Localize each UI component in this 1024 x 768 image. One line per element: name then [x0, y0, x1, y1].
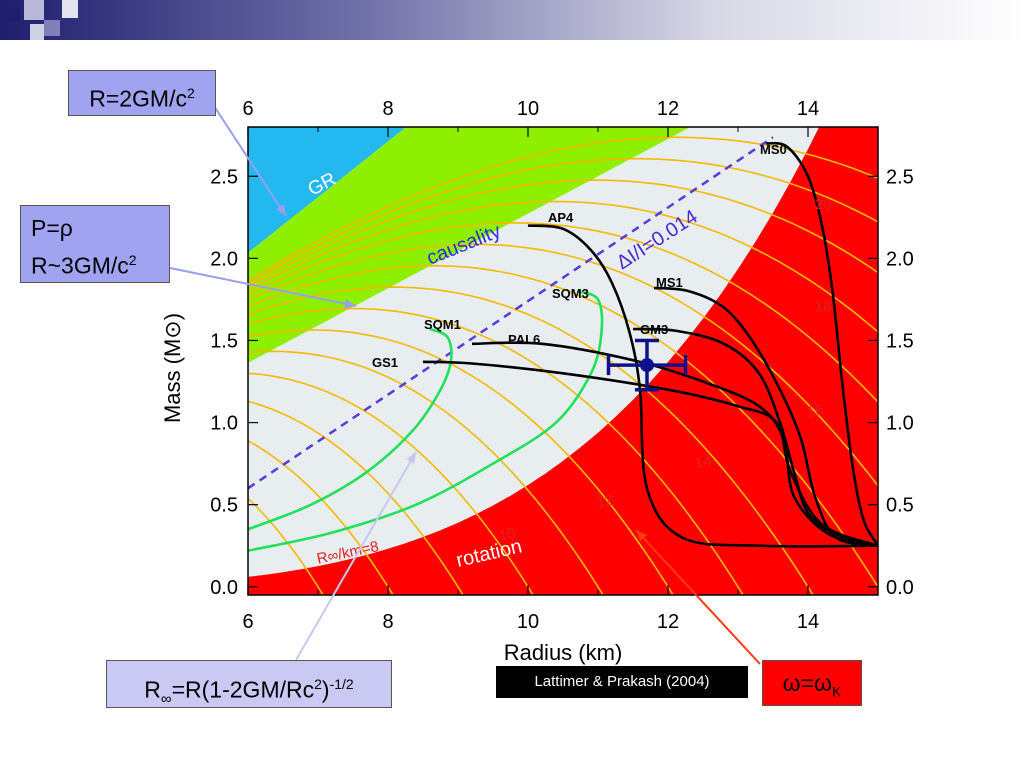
iso-radius-curve [248, 439, 395, 595]
eos-label-gm3: GM3 [640, 322, 668, 337]
decor-square-dark [6, 8, 20, 22]
decor-square-light [24, 0, 44, 20]
causality-callout-arrow [169, 267, 357, 307]
y-tick-label-left: 0.5 [210, 495, 238, 517]
causality-line2-wrap: R~3GM/c2 [31, 244, 169, 282]
title-bar-gradient [0, 0, 1024, 40]
iso-radius-label: 18 [815, 298, 832, 315]
strange-star-curve-sqm3 [248, 289, 604, 552]
iso-radius-curve [248, 222, 878, 404]
iso-radius-curve [248, 136, 878, 282]
iso-radius-label: 12 [595, 492, 615, 512]
gr-limit-sup: 2 [186, 85, 195, 101]
iso-radius-curve [248, 243, 878, 488]
decor-square-mid [44, 20, 60, 36]
moment-of-inertia-line [248, 136, 774, 490]
rotation-callout-arrow [635, 529, 761, 665]
y-tick-label-right: 2.0 [886, 248, 914, 270]
iso-radius-curve [248, 497, 324, 595]
iso-radius-curve [248, 400, 465, 595]
eos-label-sqm1: SQM1 [424, 317, 461, 332]
citation-credit: Lattimer & Prakash (2004) [496, 666, 748, 698]
eos-curve-gm3 [632, 327, 878, 547]
eos-label-ms1: MS1 [656, 275, 683, 290]
redshift-mid: =R(1-2GM/Rc [171, 676, 315, 703]
iso-radius-label: 14 [693, 452, 713, 472]
causality-line2: R~3GM/c [31, 252, 129, 279]
decor-square-white [62, 0, 78, 18]
x-tick-label-top: 10 [517, 98, 539, 120]
redshift-close: ) [321, 676, 330, 703]
iso-radius-curve [248, 286, 815, 595]
gr-limit-callout: R=2GM/c2 [68, 70, 216, 116]
rotation-callout: ω=ωK [762, 660, 862, 706]
x-tick-label-bottom: 14 [797, 611, 819, 633]
eos-curve-pal6 [471, 341, 878, 547]
gr-callout-arrow [213, 105, 287, 217]
iso-radius-curve [248, 372, 535, 595]
x-tick-label-bottom: 10 [517, 611, 539, 633]
gr-region [248, 127, 407, 253]
y-tick-label-right: 0.5 [886, 495, 914, 517]
strange-star-curve-sqm1 [248, 327, 453, 531]
iso-radius-curve [248, 157, 878, 285]
y-tick-label-right: 1.0 [886, 413, 914, 435]
x-tick-label-bottom: 12 [657, 611, 679, 633]
redshift-sub: ∞ [160, 690, 172, 708]
eos-curve-gs1 [422, 360, 878, 547]
eos-curve-ms0 [765, 141, 878, 547]
y-tick-label-right: 0.0 [886, 577, 914, 599]
x-tick-label-top: 14 [797, 98, 819, 120]
causality-callout-arrow-head [344, 299, 356, 309]
iso-radius-curve [248, 200, 878, 333]
x-tick-label-top: 12 [657, 98, 679, 120]
rotation-region [248, 127, 878, 595]
eos-label-gs1: GS1 [372, 355, 398, 370]
redshift-sup2: -1/2 [329, 676, 354, 692]
y-tick-label-left: 1.0 [210, 413, 238, 435]
y-axis-label: Mass (M⊙) [160, 313, 185, 423]
x-tick-label-top: 6 [242, 98, 253, 120]
y-tick-label-left: 0.0 [210, 577, 238, 599]
gr-limit-text: R=2GM/c [89, 85, 187, 112]
y-tick-label-left: 1.5 [210, 330, 238, 352]
iso-radius-label: 20 [815, 196, 832, 213]
iso-radius-curve [248, 307, 745, 595]
rotation-sub: K [832, 683, 842, 700]
y-tick-label-right: 1.5 [886, 330, 914, 352]
redshift-callout-arrow-head [406, 452, 416, 464]
y-tick-label-left: 2.5 [210, 166, 238, 188]
measurement-point [640, 358, 654, 373]
gr-callout-arrow-head [276, 204, 286, 216]
iso-radius-curve [248, 350, 605, 595]
causality-callout: P=ρ R~3GM/c2 [20, 205, 170, 283]
eos-label-ms0: MS0 [760, 142, 787, 157]
x-tick-label-bottom: 6 [242, 611, 253, 633]
iso-radius-curve [248, 179, 878, 288]
causality-sup: 2 [128, 252, 137, 268]
rotation-prefix: ω=ω [782, 670, 832, 696]
causality-region [248, 127, 691, 363]
rotation-callout-arrow-head [636, 530, 647, 542]
x-tick-label-bottom: 8 [382, 611, 393, 633]
x-axis-label: Radius (km) [504, 640, 623, 665]
redshift-sup1: 2 [314, 676, 322, 692]
decor-square-pale [30, 24, 44, 40]
redshift-callout-arrow [295, 451, 417, 661]
eos-label-pal6: PAL6 [508, 332, 540, 347]
iso-radius-label: 10 [497, 525, 517, 545]
eos-label-ap4: AP4 [548, 210, 574, 225]
iso-radius-label: 16 [805, 401, 825, 421]
causality-line1: P=ρ [31, 215, 73, 241]
redshift-prefix: R [144, 676, 161, 703]
y-tick-label-left: 2.0 [210, 248, 238, 270]
y-tick-label-right: 2.5 [886, 166, 914, 188]
x-tick-label-top: 8 [382, 98, 393, 120]
eos-label-sqm3: SQM3 [552, 286, 589, 301]
plot-frame [247, 126, 879, 596]
redshift-callout: R∞=R(1-2GM/Rc2)-1/2 [106, 660, 392, 708]
